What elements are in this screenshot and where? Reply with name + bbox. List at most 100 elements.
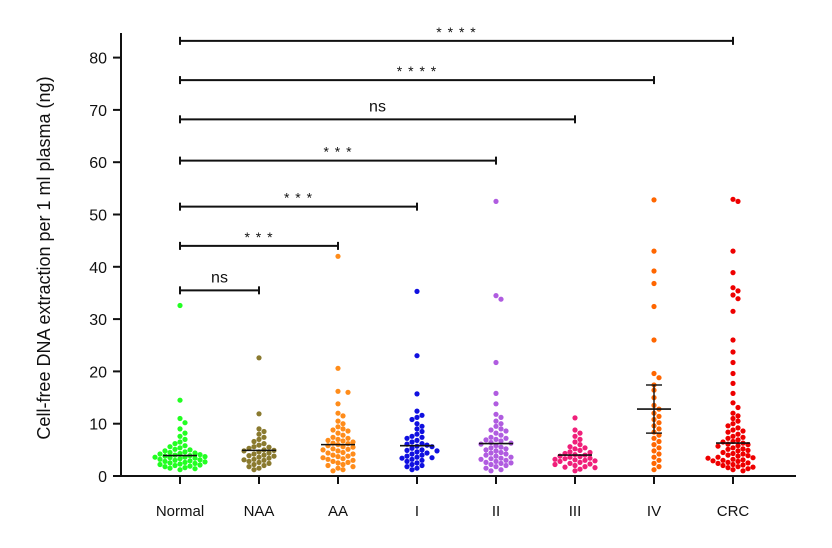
data-point	[167, 465, 173, 471]
data-point	[197, 457, 203, 463]
data-point	[567, 444, 573, 450]
data-point	[735, 453, 741, 459]
y-tick-label: 10	[89, 417, 107, 434]
data-point	[340, 461, 346, 468]
data-point	[162, 458, 168, 464]
data-point	[730, 410, 736, 416]
data-point	[720, 449, 726, 456]
data-point	[508, 454, 514, 460]
data-point	[172, 462, 178, 469]
data-point	[335, 401, 341, 407]
data-point	[730, 370, 736, 377]
data-point	[414, 431, 420, 437]
data-point	[177, 461, 183, 467]
data-point	[261, 457, 267, 463]
data-point	[182, 459, 188, 465]
x-axis-ticks: Normal NAA AA I II III IV CRC	[156, 476, 749, 520]
data-point	[493, 401, 499, 407]
data-point	[177, 467, 183, 473]
data-point	[340, 456, 346, 462]
data-point	[419, 462, 425, 469]
data-point	[740, 434, 746, 440]
data-point	[651, 268, 657, 274]
data-point	[745, 460, 751, 466]
data-point	[429, 455, 435, 461]
data-points	[152, 196, 756, 474]
data-point	[735, 288, 741, 294]
data-point	[730, 450, 736, 457]
data-point	[577, 442, 583, 448]
data-point	[246, 453, 252, 459]
data-point	[651, 454, 657, 460]
data-point	[340, 467, 346, 473]
y-tick-label: 50	[89, 208, 107, 225]
data-point	[399, 455, 405, 461]
data-point	[493, 430, 499, 436]
data-point	[493, 448, 499, 454]
data-point	[330, 427, 336, 433]
data-point	[715, 443, 721, 449]
data-point	[350, 439, 356, 445]
data-point	[508, 460, 514, 466]
data-point	[414, 353, 420, 359]
data-point	[493, 453, 499, 459]
data-point	[350, 451, 356, 457]
data-point	[498, 426, 504, 432]
data-point	[335, 424, 341, 430]
data-point	[488, 445, 494, 451]
data-point	[656, 457, 662, 463]
data-point	[172, 446, 178, 452]
significance-brackets: ns * * * * * * * * * ns * * * * * * * *	[179, 24, 734, 295]
data-point	[656, 464, 662, 470]
data-point	[735, 425, 741, 431]
data-point	[710, 458, 716, 464]
data-point	[735, 404, 741, 411]
data-point	[572, 415, 578, 421]
data-point	[335, 253, 341, 259]
data-point	[256, 454, 262, 460]
data-point	[503, 462, 509, 469]
median-lines	[163, 384, 750, 457]
data-point	[325, 456, 331, 462]
data-point	[246, 458, 252, 464]
data-point	[730, 270, 736, 276]
data-point	[266, 450, 272, 456]
data-point	[705, 455, 711, 461]
data-point	[177, 445, 183, 451]
data-point	[725, 459, 731, 465]
data-point	[414, 421, 420, 427]
data-point	[167, 444, 173, 450]
data-point	[488, 461, 494, 468]
x-tick-label: NAA	[244, 503, 275, 520]
data-point	[730, 421, 736, 427]
significance-label: * * *	[244, 229, 273, 245]
data-point	[404, 453, 410, 459]
data-point	[157, 451, 163, 457]
data-point	[414, 391, 420, 397]
data-point	[404, 464, 410, 470]
data-point	[409, 416, 415, 423]
data-point	[409, 451, 415, 457]
data-point	[182, 436, 188, 442]
data-point	[261, 428, 267, 435]
data-point	[498, 421, 504, 427]
data-point	[498, 444, 504, 450]
data-point	[745, 466, 751, 472]
data-point	[409, 467, 415, 473]
data-point	[730, 308, 736, 314]
data-point	[330, 458, 336, 464]
data-point	[414, 437, 420, 443]
data-point	[656, 426, 662, 432]
significance-label: ns	[369, 98, 386, 115]
data-point	[187, 463, 193, 469]
data-point	[261, 434, 267, 440]
data-point	[493, 198, 499, 204]
data-point	[651, 337, 657, 343]
data-point	[266, 460, 272, 466]
data-point	[261, 441, 267, 447]
data-point	[330, 434, 336, 440]
data-point	[419, 428, 425, 435]
data-point	[730, 461, 736, 468]
data-point	[177, 456, 183, 462]
data-point	[582, 445, 588, 451]
